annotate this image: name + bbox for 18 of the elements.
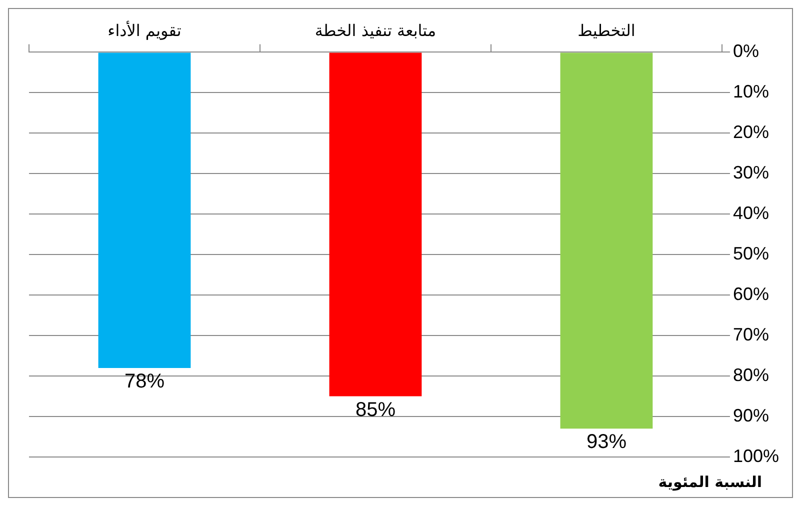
y-tick-label: 50% [732,244,769,264]
y-tick-label: 40% [732,203,769,224]
y-tick-label: 100% [732,446,780,466]
x-tick-label: متابعة تنفيذ الخطة [314,20,436,40]
y-tick-label: 80% [732,365,769,386]
x-tick-label: تقويم الأداء [108,20,182,40]
data-label: 85% [355,398,396,421]
data-label: 93% [586,431,627,454]
y-tick-label: 20% [732,122,769,142]
text: النسبة المئوية [658,473,762,491]
y-tick-label: 30% [732,162,769,183]
y-tick-label: 70% [732,324,769,345]
y-tick-label: 90% [732,405,769,426]
data-label: 78% [124,370,165,392]
y-tick-label: 10% [732,82,769,102]
x-tick-label: التخطيط [578,20,636,40]
y-tick-label: 0% [732,41,759,62]
y-tick-label: 60% [732,284,769,304]
